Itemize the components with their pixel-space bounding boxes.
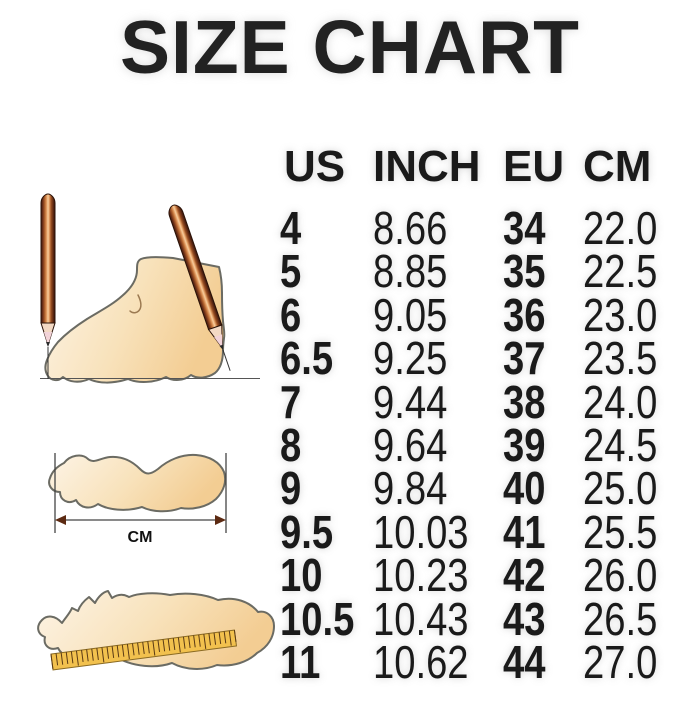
svg-text:CM: CM [128,529,153,546]
